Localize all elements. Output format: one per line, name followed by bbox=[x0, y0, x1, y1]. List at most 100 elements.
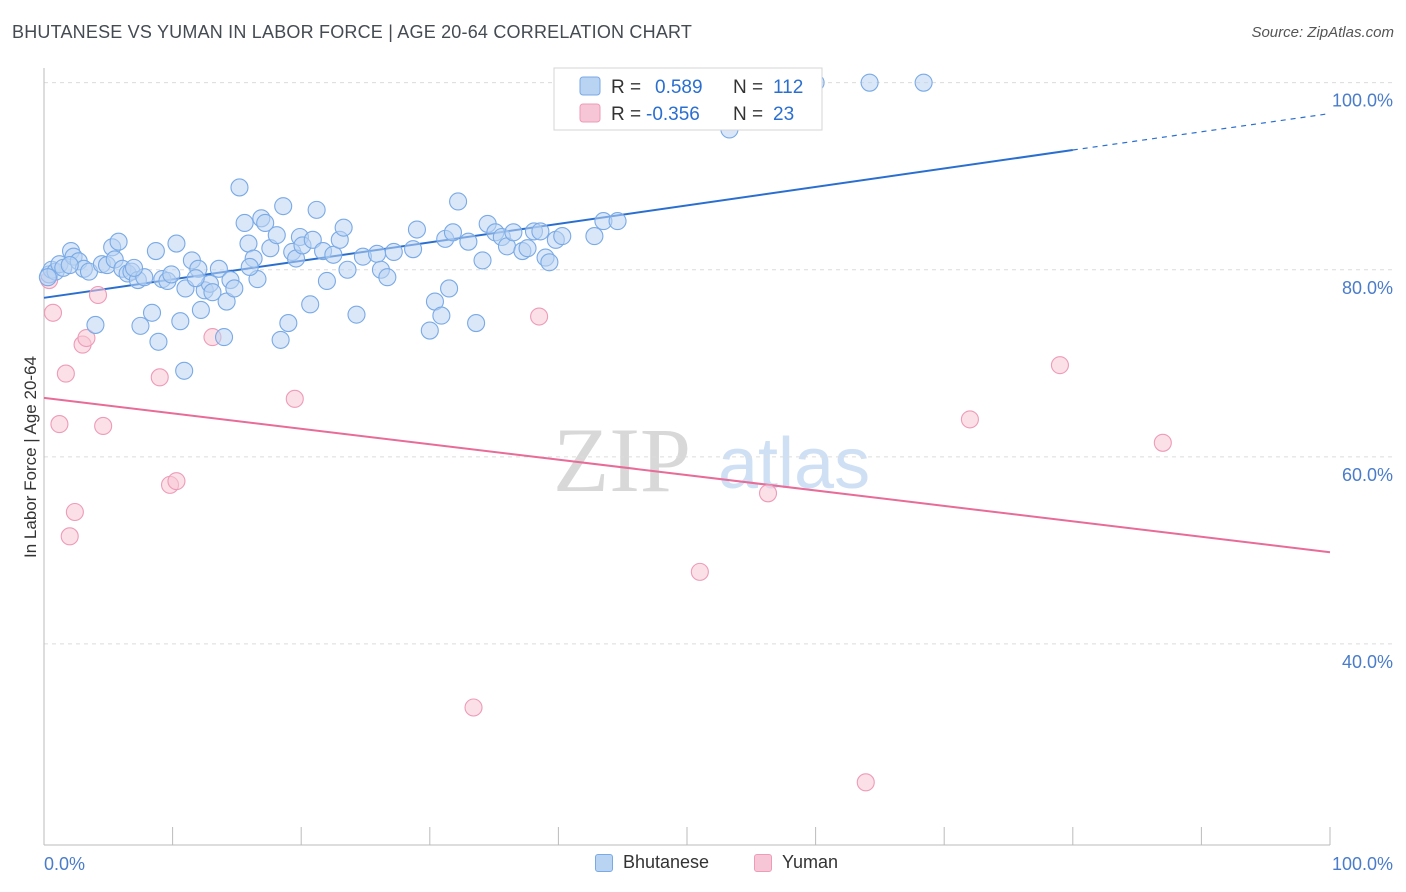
yuman-point bbox=[1050, 356, 1069, 375]
x-ticks bbox=[172, 827, 1331, 845]
chart-title: BHUTANESE VS YUMAN IN LABOR FORCE | AGE … bbox=[12, 22, 693, 42]
bhutanese-point bbox=[191, 300, 210, 320]
y-tick-label: 60.0% bbox=[1342, 465, 1393, 485]
stats-legend: R = 0.589 N = 112 R = -0.356 N = 23 bbox=[553, 67, 823, 131]
bhutanese-point bbox=[338, 260, 357, 279]
bottom-legend-label-pink: Yuman bbox=[782, 852, 839, 872]
yuman-point bbox=[856, 773, 875, 792]
bottom-legend-label-blue: Bhutanese bbox=[623, 852, 710, 872]
yuman-points bbox=[40, 270, 1172, 792]
yuman-point bbox=[758, 484, 778, 503]
y-tick-label: 80.0% bbox=[1342, 278, 1393, 298]
bhutanese-point bbox=[38, 268, 57, 287]
legend-r-label-pink: R = bbox=[611, 104, 641, 125]
bottom-legend-swatch-blue bbox=[595, 853, 613, 872]
legend-n-label-pink: N = bbox=[733, 104, 763, 125]
bhutanese-point bbox=[239, 234, 258, 253]
bhutanese-point bbox=[303, 230, 322, 249]
yuman-point bbox=[88, 285, 108, 305]
bhutanese-point bbox=[540, 253, 559, 272]
bhutanese-point bbox=[240, 257, 259, 276]
bhutanese-point bbox=[608, 212, 627, 231]
bottom-legend-yuman: Yuman bbox=[754, 852, 838, 873]
bhutanese-point bbox=[420, 321, 439, 340]
bhutanese-point bbox=[162, 265, 181, 284]
bhutanese-point bbox=[473, 251, 492, 270]
bhutanese-point bbox=[225, 279, 244, 298]
bottom-legend: Bhutanese Yuman bbox=[0, 852, 1406, 878]
legend-swatch-blue bbox=[579, 76, 601, 96]
yuman-point bbox=[77, 328, 96, 348]
bhutanese-point bbox=[279, 314, 298, 333]
bhutanese-point bbox=[585, 227, 604, 246]
bhutanese-point bbox=[230, 178, 249, 197]
bhutanese-point bbox=[384, 242, 403, 262]
y-tick-label: 100.0% bbox=[1332, 91, 1393, 111]
bhutanese-points bbox=[38, 73, 933, 380]
bhutanese-point bbox=[459, 232, 478, 251]
bhutanese-point bbox=[146, 241, 165, 261]
legend-r-value-blue: 0.589 bbox=[655, 77, 703, 98]
bhutanese-point bbox=[203, 283, 222, 302]
bhutanese-point bbox=[214, 328, 234, 347]
x-tick-label-min: 0.0% bbox=[44, 854, 85, 874]
bhutanese-point bbox=[167, 234, 186, 253]
bhutanese-point bbox=[368, 244, 387, 263]
y-tick-labels: 40.0% 60.0% 80.0% 100.0% bbox=[1332, 91, 1393, 672]
bhutanese-point bbox=[324, 245, 343, 264]
yuman-point bbox=[1153, 433, 1172, 452]
bhutanese-point bbox=[256, 213, 275, 233]
bhutanese-point bbox=[109, 232, 128, 251]
bhutanese-point bbox=[271, 330, 290, 349]
bhutanese-point bbox=[914, 73, 933, 92]
bhutanese-trend-extension bbox=[1072, 112, 1331, 151]
bhutanese-point bbox=[186, 269, 205, 288]
yuman-point bbox=[60, 527, 79, 546]
y-axis-label: In Labor Force | Age 20-64 bbox=[21, 356, 40, 558]
yuman-point bbox=[464, 698, 483, 717]
bhutanese-point bbox=[531, 222, 550, 241]
legend-n-label-blue: N = bbox=[733, 77, 763, 98]
bhutanese-point bbox=[301, 295, 320, 314]
watermark-zip: ZIP bbox=[553, 409, 691, 511]
bhutanese-point bbox=[404, 240, 423, 259]
bhutanese-point bbox=[440, 279, 459, 298]
legend-swatch-pink bbox=[579, 103, 601, 123]
bhutanese-point bbox=[553, 227, 572, 246]
bhutanese-point bbox=[432, 306, 451, 325]
yuman-point bbox=[150, 368, 169, 387]
bhutanese-point bbox=[378, 268, 397, 287]
bhutanese-point bbox=[60, 256, 79, 275]
legend-r-value-pink: -0.356 bbox=[646, 104, 700, 125]
yuman-point bbox=[94, 416, 113, 436]
grid bbox=[44, 82, 1393, 645]
bhutanese-point bbox=[142, 303, 162, 322]
bhutanese-point bbox=[347, 305, 366, 324]
bhutanese-point bbox=[131, 316, 150, 335]
yuman-point bbox=[285, 389, 304, 408]
source-label: Source: ZipAtlas.com bbox=[1251, 24, 1394, 41]
bhutanese-point bbox=[317, 271, 336, 291]
bhutanese-point bbox=[443, 223, 462, 242]
yuman-point bbox=[530, 307, 549, 326]
bhutanese-point bbox=[449, 192, 468, 211]
bhutanese-point bbox=[467, 314, 486, 333]
bhutanese-point bbox=[504, 223, 523, 242]
yuman-point bbox=[43, 303, 63, 322]
bhutanese-point bbox=[334, 218, 353, 237]
bhutanese-point bbox=[171, 312, 190, 331]
bhutanese-point bbox=[175, 361, 194, 380]
yuman-point bbox=[167, 472, 186, 491]
bottom-legend-bhutanese: Bhutanese bbox=[595, 852, 709, 873]
legend-n-value-pink: 23 bbox=[773, 104, 794, 125]
bhutanese-point bbox=[274, 197, 293, 216]
bhutanese-point bbox=[235, 213, 254, 233]
y-tick-label: 40.0% bbox=[1342, 652, 1393, 672]
bhutanese-point bbox=[860, 73, 879, 92]
yuman-point bbox=[50, 415, 69, 434]
yuman-point bbox=[56, 364, 75, 383]
yuman-point bbox=[65, 502, 84, 522]
bhutanese-point bbox=[518, 239, 537, 258]
bhutanese-point bbox=[86, 315, 105, 334]
yuman-point bbox=[960, 410, 979, 429]
